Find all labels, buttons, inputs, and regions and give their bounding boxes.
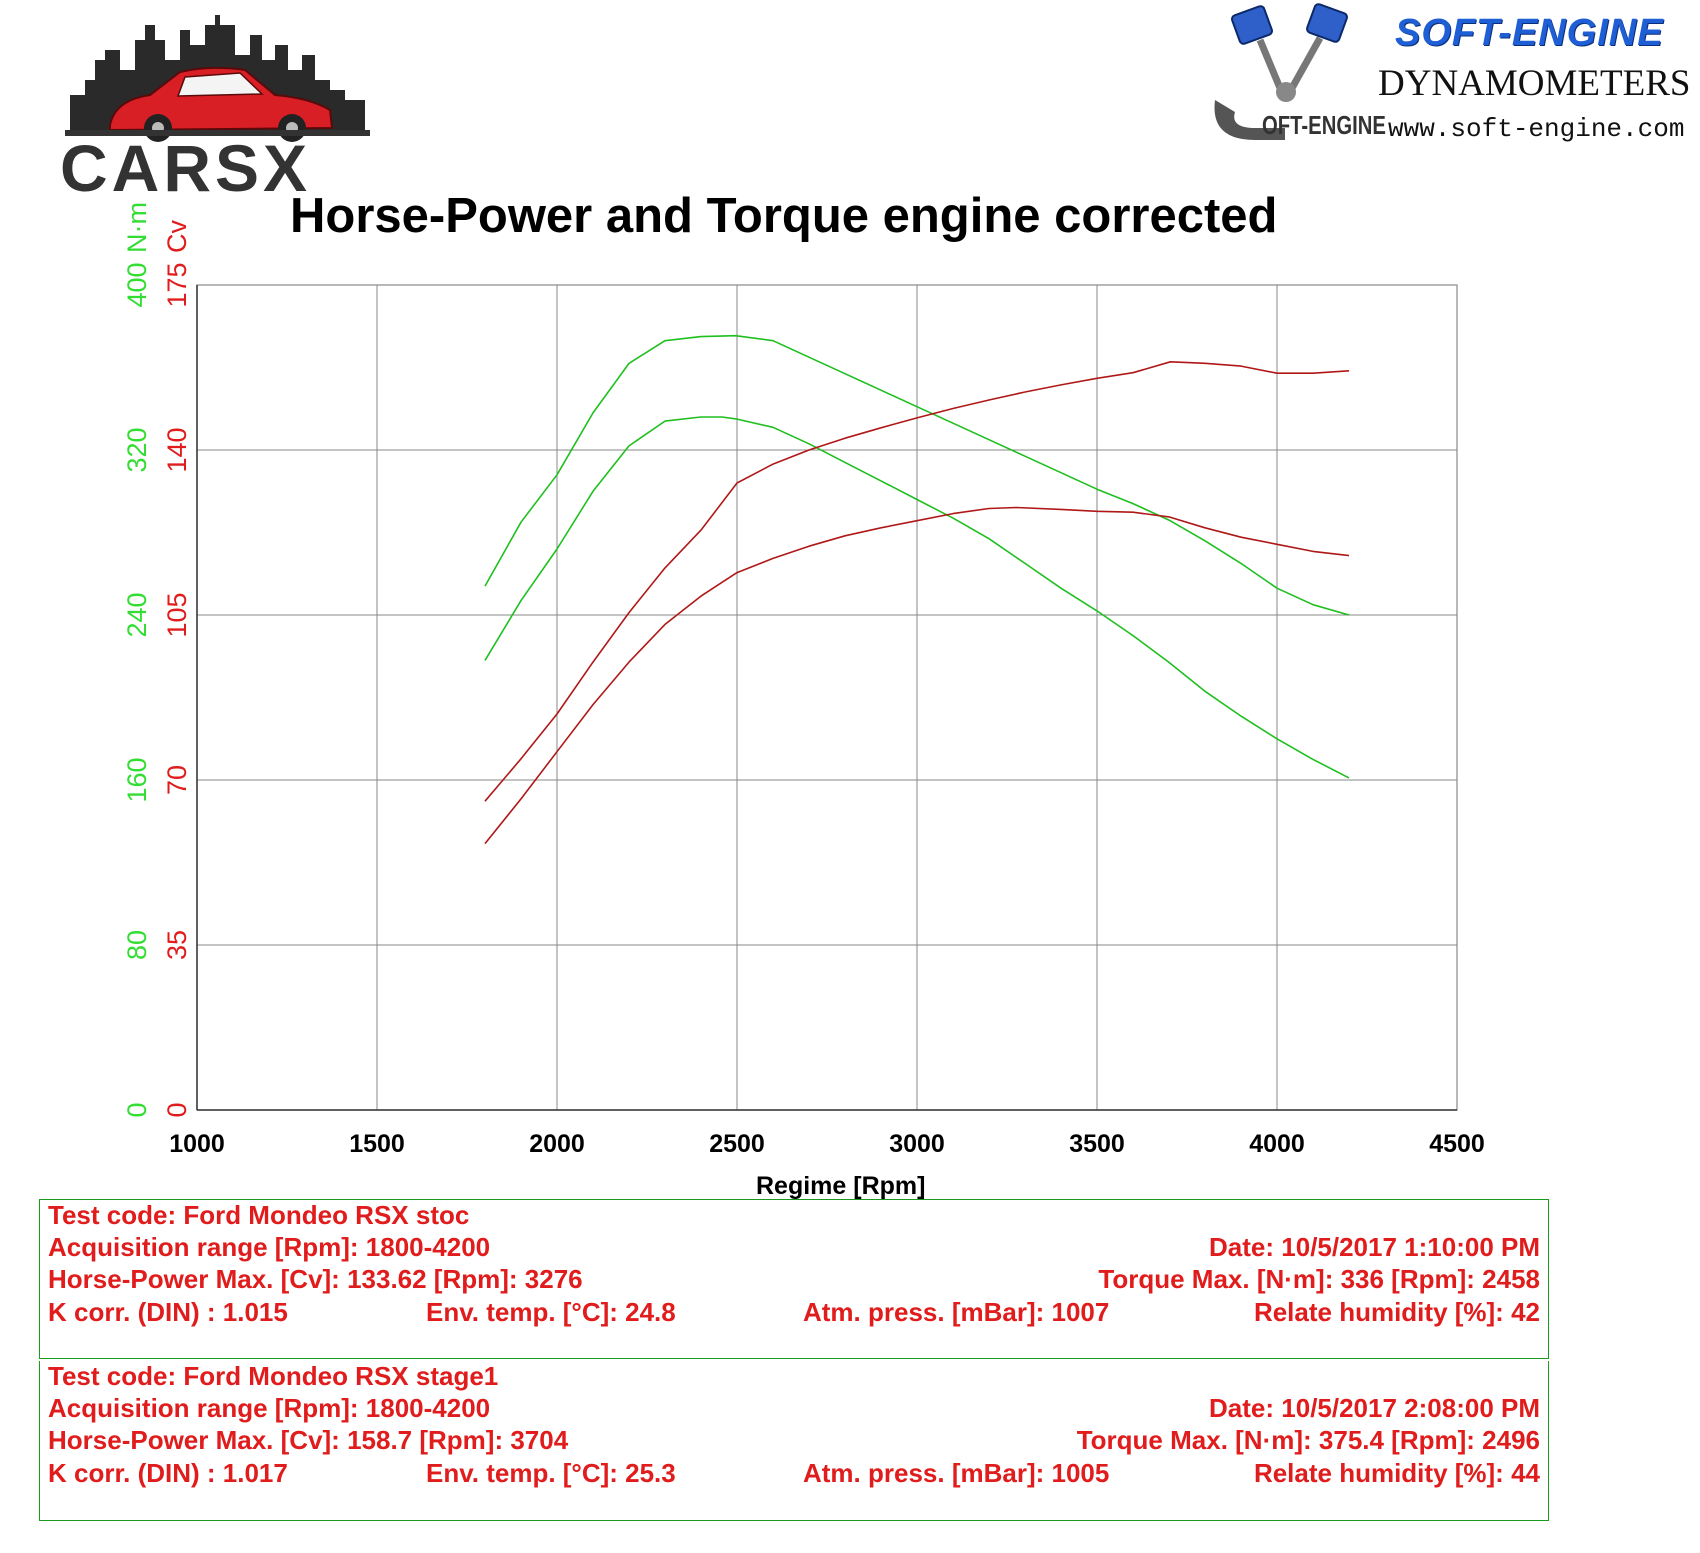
x-axis-label: Regime [Rpm] [756,1172,926,1200]
env-temp: Env. temp. [°C]: 25.3 [426,1458,676,1488]
x-tick-label: 3000 [889,1130,945,1158]
soft-engine-logo [1195,0,1695,150]
soft-engine-url: www.soft-engine.com [1388,114,1685,144]
x-tick-label: 1500 [349,1130,405,1158]
hp-max: Horse-Power Max. [Cv]: 158.7 [Rpm]: 3704 [48,1425,569,1455]
carsx-logo-text: CARSX [60,131,312,205]
x-tick-label: 3500 [1069,1130,1125,1158]
carsx-logo-graphic [65,15,370,142]
dynamometers-text: DYNAMOMETERS [1378,63,1691,104]
k-corr: K corr. (DIN) : 1.017 [48,1458,288,1488]
env-temp: Env. temp. [°C]: 24.8 [426,1297,676,1327]
y-torque-tick-label: 80 [122,930,152,960]
x-tick-label: 4500 [1429,1130,1485,1158]
y-torque-tick-label: 320 [122,427,152,472]
k-corr: K corr. (DIN) : 1.015 [48,1297,288,1327]
soft-engine-small-text: OFT-ENGINE [1262,110,1386,140]
y-torque-tick-label: 400 [122,262,152,307]
plot-frame [196,284,1458,1111]
hp-max: Horse-Power Max. [Cv]: 133.62 [Rpm]: 327… [48,1264,583,1294]
series-line-power-4 [484,360,1350,802]
x-tick-label: 4000 [1249,1130,1305,1158]
torque-max: Torque Max. [N·m]: 375.4 [Rpm]: 2496 [1076,1425,1540,1455]
atm-press: Atm. press. [mBar]: 1005 [803,1458,1110,1488]
y-torque-tick-label: 160 [122,757,152,802]
test-date: Date: 10/5/2017 1:10:00 PM [1209,1232,1540,1262]
y-power-tick-label: 140 [162,427,192,472]
y-power-tick-label: 35 [162,930,192,960]
acquisition-range: Acquisition range [Rpm]: 1800-4200 [48,1393,491,1423]
y-power-tick-label: 105 [162,592,192,637]
x-tick-label: 1000 [169,1130,225,1158]
y-power-unit-label: Cv [162,220,192,253]
series-line-power-3 [484,506,1350,845]
test-code: Test code: Ford Mondeo RSX stage1 [48,1361,499,1391]
test-info-box-stage1: Test code: Ford Mondeo RSX stage1 Acquis… [39,1361,1549,1521]
chart-title: Horse-Power and Torque engine corrected [290,189,1278,243]
test-date: Date: 10/5/2017 2:08:00 PM [1209,1393,1540,1423]
acquisition-range: Acquisition range [Rpm]: 1800-4200 [48,1232,491,1262]
x-tick-label: 2500 [709,1130,765,1158]
x-tick-label: 2000 [529,1130,585,1158]
piston-icon [1214,3,1348,140]
carsx-logo [40,0,420,205]
test-code: Test code: Ford Mondeo RSX stoc [48,1200,470,1230]
y-torque-unit-label: N·m [122,202,152,253]
y-power-tick-label: 70 [162,765,192,795]
humidity: Relate humidity [%]: 42 [1253,1297,1540,1327]
y-power-tick-label: 0 [162,1102,192,1117]
series-line-torque-1 [484,416,1350,779]
y-torque-tick-label: 0 [122,1102,152,1117]
atm-press: Atm. press. [mBar]: 1007 [803,1297,1110,1327]
y-torque-tick-label: 240 [122,592,152,637]
soft-engine-brand: SOFT-ENGINE [1395,12,1664,54]
torque-max: Torque Max. [N·m]: 336 [Rpm]: 2458 [1098,1264,1540,1294]
series-line-torque-2 [484,334,1350,616]
y-power-tick-label: 175 [162,262,192,307]
test-info-box-stoc: Test code: Ford Mondeo RSX stoc Acquisit… [39,1199,1549,1359]
humidity: Relate humidity [%]: 44 [1253,1458,1540,1488]
